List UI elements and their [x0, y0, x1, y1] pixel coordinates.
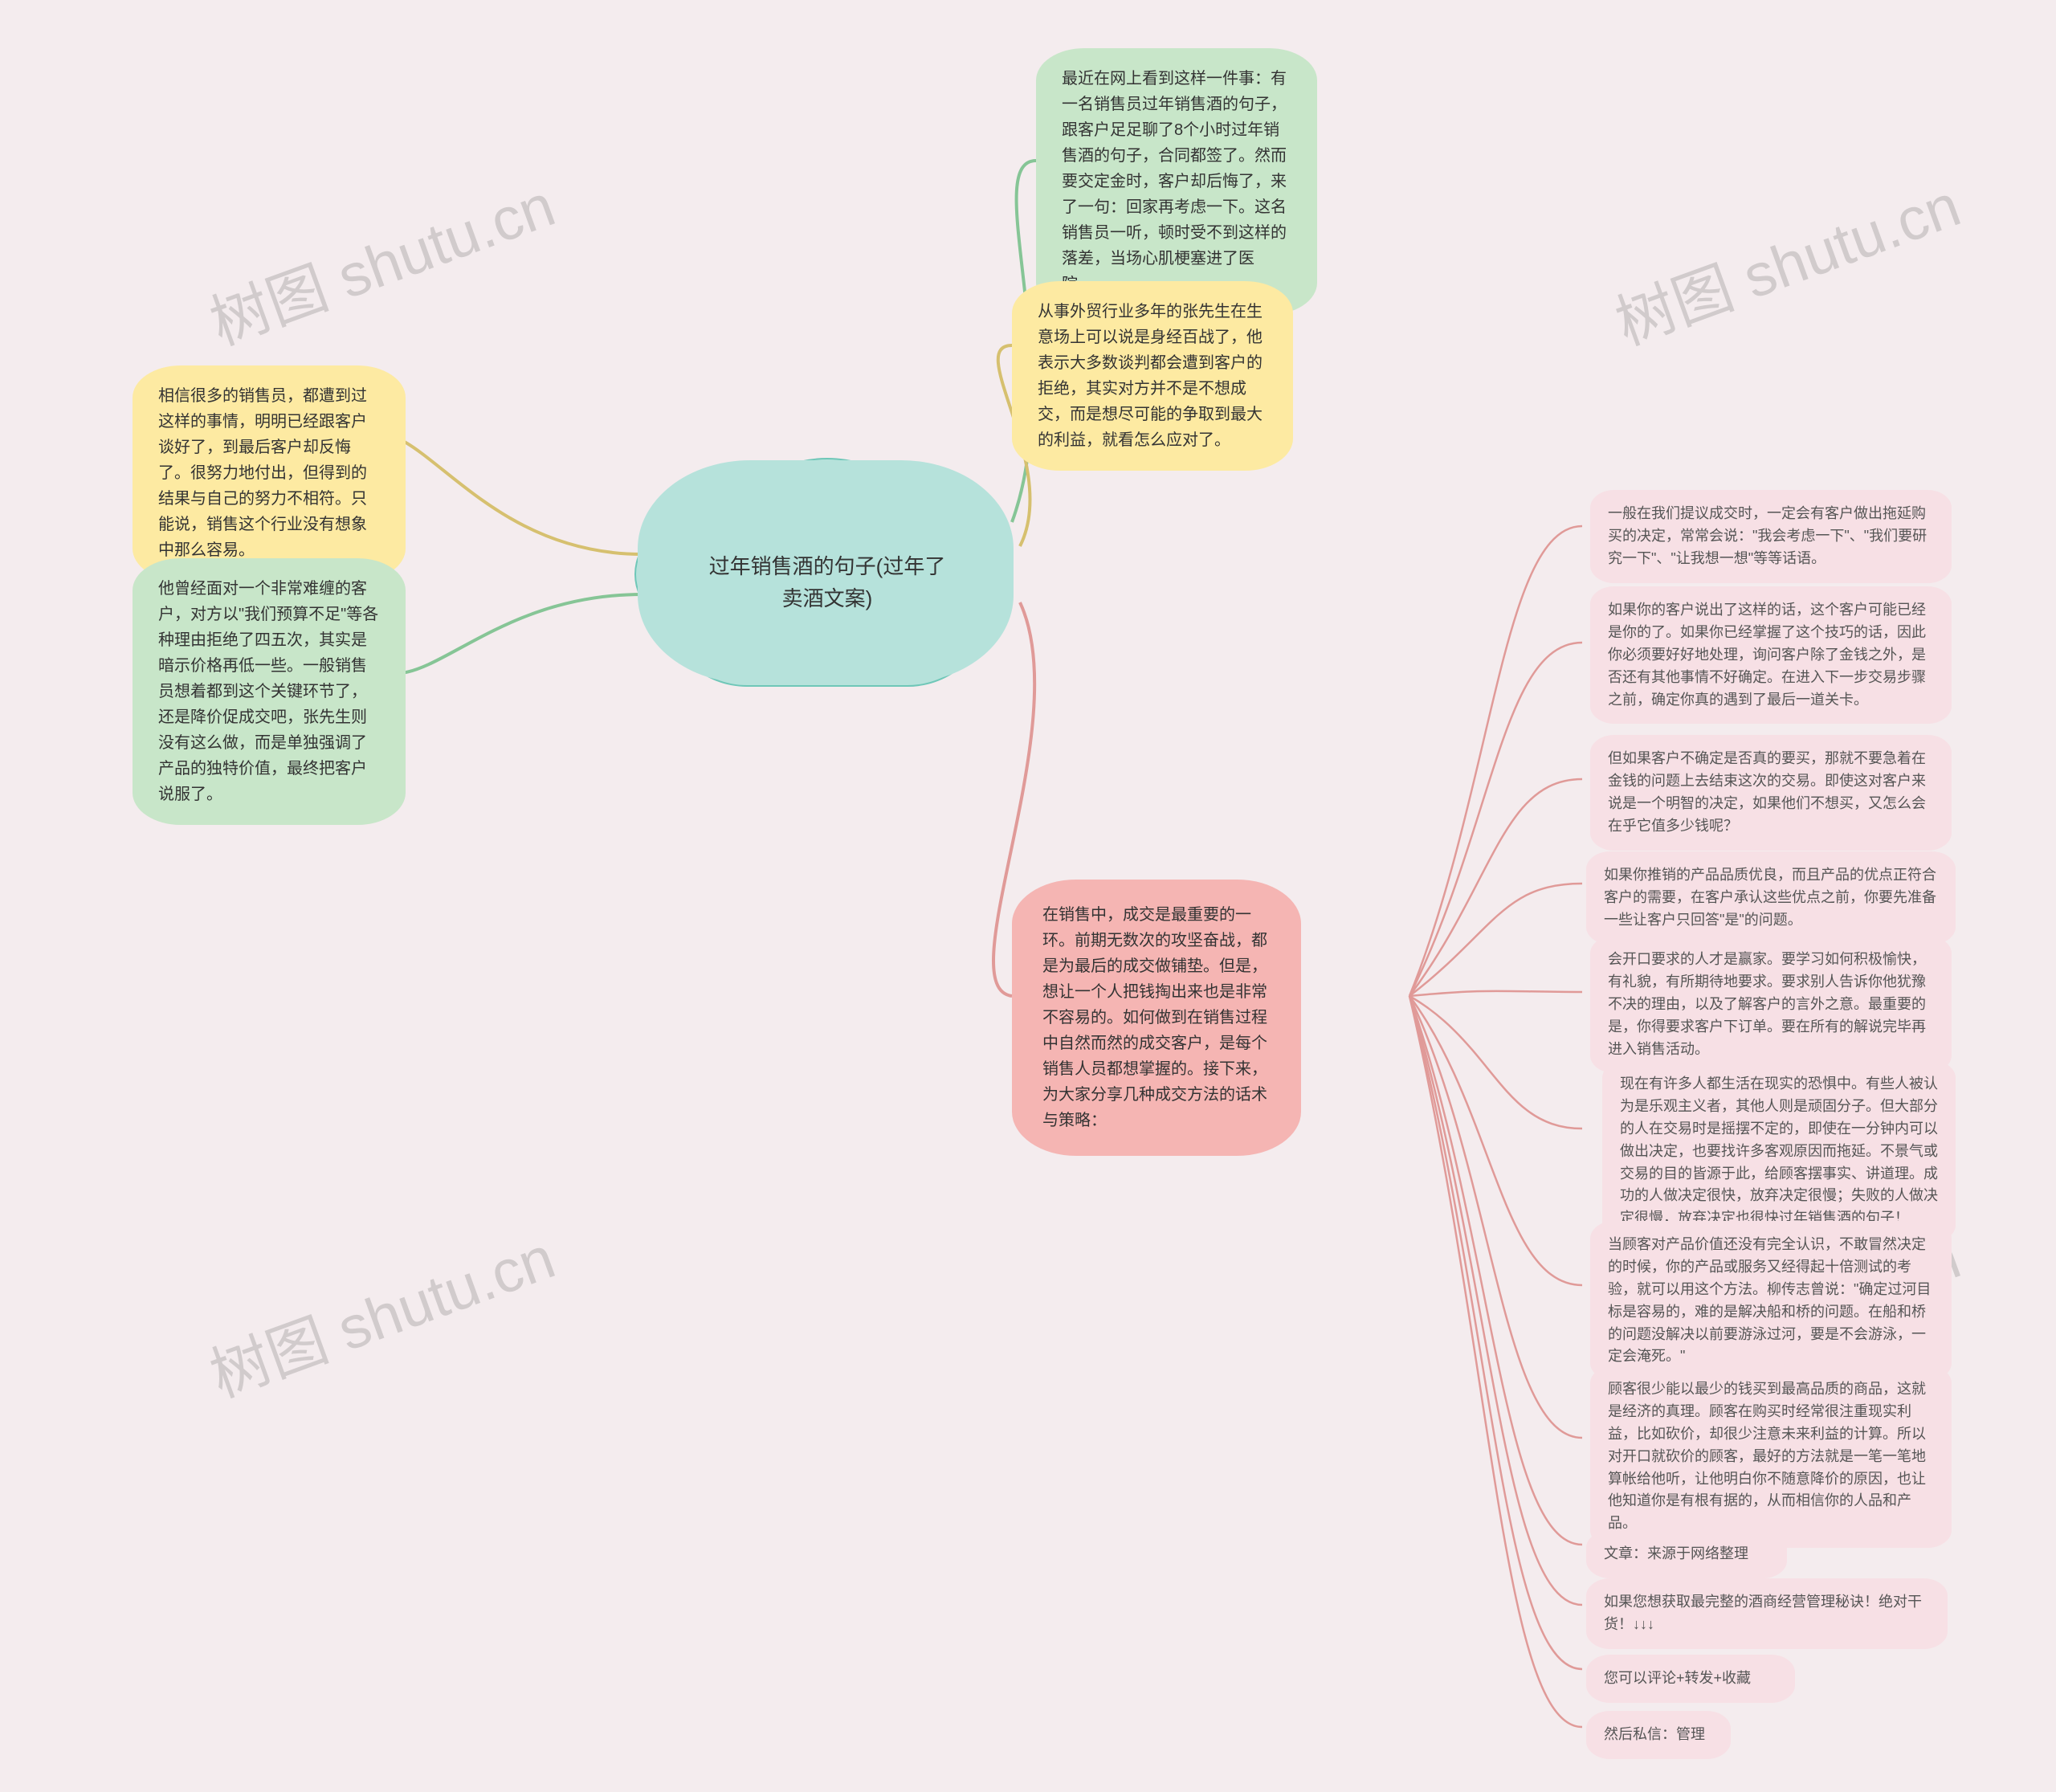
leaf-12: 然后私信：管理 — [1586, 1711, 1731, 1759]
center-topic: 过年销售酒的句子(过年了 卖酒文案) — [634, 446, 1020, 687]
left-node-green: 他曾经面对一个非常难缠的客户，对方以"我们预算不足"等各种理由拒绝了四五次，其实… — [133, 558, 406, 825]
leaf-3: 但如果客户不确定是否真的要买，那就不要急着在金钱的问题上去结束这次的交易。即使这… — [1590, 735, 1952, 851]
leaf-4: 如果你推销的产品品质优良，而且产品的优点正符合客户的需要，在客户承认这些优点之前… — [1586, 851, 1956, 945]
leaf-1: 一般在我们提议成交时，一定会有客户做出拖延购买的决定，常常会说："我会考虑一下"… — [1590, 490, 1952, 583]
right-node-green: 最近在网上看到这样一件事：有一名销售员过年销售酒的句子，跟客户足足聊了8个小时过… — [1036, 48, 1317, 315]
leaf-8: 顾客很少能以最少的钱买到最高品质的商品，这就是经济的真理。顾客在购买时经常很注重… — [1590, 1365, 1952, 1548]
center-line2: 卖酒文案) — [782, 586, 873, 610]
right-node-yellow: 从事外贸行业多年的张先生在生意场上可以说是身经百战了，他表示大多数谈判都会遭到客… — [1012, 281, 1293, 471]
leaf-6: 现在有许多人都生活在现实的恐惧中。有些人被认为是乐观主义者，其他人则是顽固分子。… — [1602, 1060, 1956, 1243]
center-line1: 过年销售酒的句子(过年了 — [709, 554, 946, 578]
watermark: 树图 shutu.cn — [197, 1210, 565, 1414]
leaf-11: 您可以评论+转发+收藏 — [1586, 1655, 1795, 1703]
left-node-yellow: 相信很多的销售员，都遭到过这样的事情，明明已经跟客户谈好了，到最后客户却反悔了。… — [133, 365, 406, 581]
watermark: 树图 shutu.cn — [1602, 158, 1970, 362]
center-title: 过年销售酒的句子(过年了 卖酒文案) — [634, 550, 1020, 615]
watermark: 树图 shutu.cn — [197, 158, 565, 362]
leaf-10: 如果您想获取最完整的酒商经营管理秘诀！绝对干货！↓↓↓ — [1586, 1578, 1948, 1649]
right-node-pink: 在销售中，成交是最重要的一环。前期无数次的攻坚奋战，都是为最后的成交做铺垫。但是… — [1012, 880, 1301, 1156]
leaf-2: 如果你的客户说出了这样的话，这个客户可能已经是你的了。如果你已经掌握了这个技巧的… — [1590, 586, 1952, 724]
leaf-9: 文章：来源于网络整理 — [1586, 1530, 1787, 1578]
leaf-7: 当顾客对产品价值还没有完全认识，不敢冒然决定的时候，你的产品或服务又经得起十倍测… — [1590, 1221, 1952, 1381]
leaf-5: 会开口要求的人才是赢家。要学习如何积极愉快，有礼貌，有所期待地要求。要求别人告诉… — [1590, 936, 1952, 1073]
